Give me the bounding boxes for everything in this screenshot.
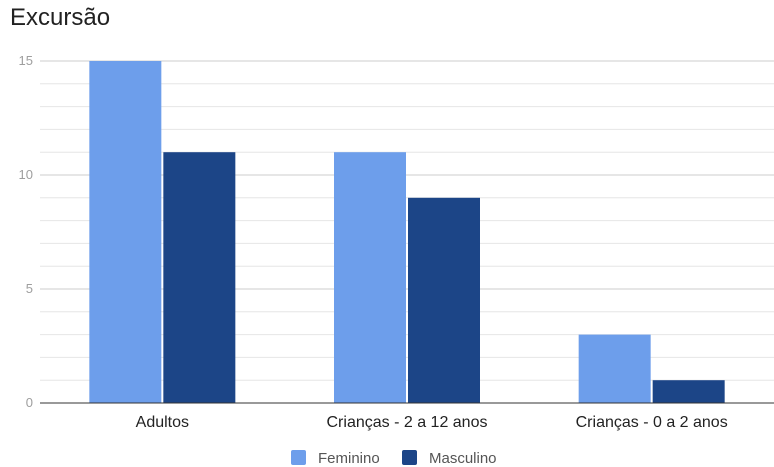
x-axis-labels: Adultos Crianças - 2 a 12 anos Crianças - … xyxy=(136,414,728,431)
chart-title: Excursão xyxy=(10,4,111,31)
gridlines xyxy=(40,60,774,381)
x-category-label: Crianças - 0 a 2 anos xyxy=(576,414,728,431)
bar-masculino-2 xyxy=(652,380,725,403)
y-tick-label: 15 xyxy=(19,53,33,68)
y-axis-ticks: 0 5 10 15 xyxy=(19,53,33,410)
y-tick-label: 5 xyxy=(26,281,33,296)
legend-label: Feminino xyxy=(318,450,380,467)
bar-feminino-1 xyxy=(334,152,406,403)
legend-swatch-feminino xyxy=(291,450,306,465)
x-category-label: Adultos xyxy=(136,414,189,431)
legend-swatch-masculino xyxy=(402,450,417,465)
bar-feminino-0 xyxy=(89,61,162,403)
bar-masculino-0 xyxy=(163,152,236,403)
bar-masculino-1 xyxy=(408,197,480,403)
legend: Feminino Masculino xyxy=(291,450,497,467)
bars xyxy=(89,61,725,403)
y-tick-label: 10 xyxy=(19,167,33,182)
y-tick-label: 0 xyxy=(26,395,33,410)
legend-label: Masculino xyxy=(429,450,497,467)
x-category-label: Crianças - 2 a 12 anos xyxy=(327,414,488,431)
bar-feminino-2 xyxy=(578,334,651,403)
